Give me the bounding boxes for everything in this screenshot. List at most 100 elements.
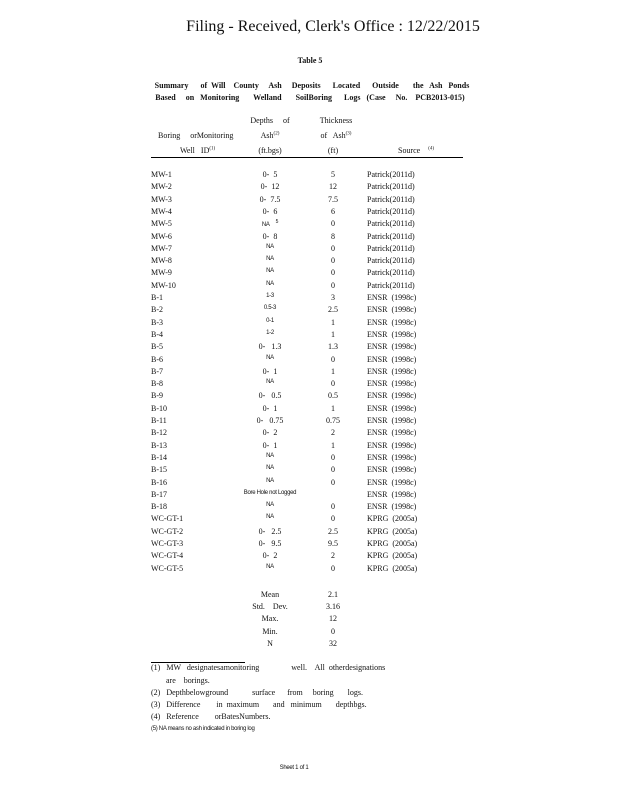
- ash-depth-value: NA: [266, 243, 274, 250]
- source: ENSR (1998c): [367, 317, 417, 327]
- boring-id: B-1: [151, 293, 163, 302]
- ash-depth: NA: [266, 478, 274, 484]
- footnote-3: (3) Difference in maximum and minimum de…: [151, 700, 367, 709]
- ash-thickness: 1.3: [328, 342, 338, 352]
- source: KPRG (2005a): [367, 563, 418, 573]
- source: Patrick(2011d): [367, 182, 415, 192]
- stat-row: N 32: [0, 639, 618, 651]
- stat-value: 2.1: [328, 590, 338, 599]
- ash-depth: 0- 9.5: [259, 539, 282, 548]
- ash-thickness: 2: [331, 428, 335, 438]
- table-row: B-15 NA 0 ENSR (1998c): [0, 465, 618, 477]
- source: KPRG (2005a): [367, 526, 418, 536]
- boring-id: B-2: [151, 305, 163, 315]
- ash-depth: 0- 2.5: [259, 527, 282, 536]
- ash-depth: 0- 8: [263, 232, 278, 241]
- boring-id: B-5: [151, 342, 163, 352]
- ash-depth-value: NA: [266, 256, 274, 263]
- ash-depth-value: 0- 2: [262, 428, 278, 438]
- ash-thickness: 5: [331, 170, 335, 179]
- ash-thickness: 0: [331, 280, 335, 290]
- ash-depth-value: NA: [266, 563, 274, 570]
- ash-thickness: 0: [331, 452, 335, 462]
- ash-depth: NA: [266, 379, 274, 385]
- ash-thickness: 0: [331, 465, 335, 475]
- filing-header: Filing - Received, Clerk's Office : 12/2…: [186, 18, 480, 35]
- table-row: B-8 NA 0 ENSR (1998c): [0, 379, 618, 391]
- boring-id: MW-6: [151, 231, 172, 241]
- table-row: B-18 NA 0 ENSR (1998c): [0, 502, 618, 514]
- source: KPRG (2005a): [367, 551, 418, 561]
- col-header-depth-text: Ash: [260, 131, 274, 140]
- table-caption-line-2: Based on Monitoring Welland SoilBoring L…: [155, 93, 465, 102]
- boring-id: MW-10: [151, 280, 176, 290]
- ash-thickness: 0: [331, 563, 335, 573]
- boring-id: B-3: [151, 317, 163, 327]
- ash-depth-value: NA: [266, 452, 274, 459]
- stat-row: Max. 12: [0, 614, 618, 626]
- table-row: B-13 0- 1 1 ENSR (1998c): [0, 441, 618, 453]
- source: Patrick(2011d): [367, 280, 415, 290]
- ash-thickness: 1: [331, 317, 335, 327]
- stat-value: 0: [331, 626, 335, 636]
- sheet-number: Sheet 1 of 1: [279, 765, 309, 771]
- ash-depth: NA: [266, 281, 274, 287]
- ash-depth: 0- 1: [263, 441, 278, 450]
- table-row: B-3 0-1 1 ENSR (1998c): [0, 318, 618, 330]
- source: ENSR (1998c): [367, 293, 417, 302]
- ash-depth-value: 0- 8: [262, 231, 278, 241]
- source: KPRG (2005a): [367, 514, 418, 524]
- ash-thickness: 0.5: [328, 391, 338, 401]
- ash-thickness: 8: [331, 231, 335, 241]
- ash-depth-value: Bore Hole not Logged: [243, 489, 297, 496]
- boring-id: B-17: [151, 489, 167, 499]
- boring-id: MW-2: [151, 182, 172, 192]
- ash-depth: 0- 1: [263, 404, 278, 413]
- col-header-depth-line1: Depths of: [250, 116, 290, 125]
- ash-thickness: 1: [331, 366, 335, 376]
- ash-depth-value: 0- 2.5: [258, 526, 282, 536]
- ash-depth-value: NA: [266, 514, 274, 521]
- stat-label: N: [267, 638, 273, 648]
- source: ENSR (1998c): [367, 403, 417, 413]
- boring-id: B-13: [151, 440, 167, 450]
- table-row: WC-GT-2 0- 2.5 2.5 KPRG (2005a): [0, 527, 618, 539]
- ash-depth-value: 0- 1: [262, 366, 278, 376]
- table-row: MW-7 NA 0 Patrick(2011d): [0, 244, 618, 256]
- ash-depth: 0- 1.3: [259, 342, 282, 351]
- ash-depth-value: 0- 1: [262, 403, 278, 413]
- ash-thickness: 0: [331, 256, 335, 266]
- source: Patrick(2011d): [367, 268, 415, 278]
- ash-thickness: 0: [331, 219, 335, 229]
- stat-label: Min.: [262, 626, 278, 636]
- boring-id: B-9: [151, 391, 163, 401]
- stat-value: 32: [329, 638, 337, 648]
- table-row: MW-10 NA 0 Patrick(2011d): [0, 281, 618, 293]
- table-row: MW-2 0- 12 12 Patrick(2011d): [0, 182, 618, 194]
- source: ENSR (1998c): [367, 452, 417, 462]
- ash-depth-value: 0- 2: [262, 551, 278, 561]
- source: ENSR (1998c): [367, 502, 417, 512]
- table-row: MW-5 NA 5 0 Patrick(2011d): [0, 219, 618, 231]
- ash-thickness: 0: [331, 514, 335, 524]
- ash-depth: NA: [266, 453, 274, 459]
- ash-thickness: 0.75: [326, 416, 340, 425]
- ash-depth: 0- 5: [263, 170, 278, 179]
- footnote-5: (5) NA means no ash indicated in boring …: [151, 726, 255, 732]
- ash-thickness: 0: [331, 268, 335, 278]
- boring-id: WC-GT-3: [151, 539, 184, 548]
- table-row: MW-1 0- 5 5 Patrick(2011d): [0, 170, 618, 182]
- ash-depth-value: 0- 1: [262, 440, 278, 450]
- footnote-ref: (4): [428, 146, 435, 152]
- ash-depth-value: 0- 6: [262, 206, 278, 216]
- col-header-id-line2: Well ID(1): [180, 146, 215, 155]
- boring-id: B-7: [151, 366, 163, 376]
- ash-depth-value: 0.5-3: [263, 305, 277, 312]
- table-row: WC-GT-5 NA 0 KPRG (2005a): [0, 564, 618, 576]
- ash-depth: 0- 0.5: [259, 391, 282, 400]
- ash-depth-value: 1-2: [266, 329, 274, 336]
- stat-value: 12: [329, 614, 337, 624]
- source: Patrick(2011d): [367, 194, 415, 204]
- col-header-id-text: Well ID: [180, 146, 210, 155]
- footnote-ref: (2): [273, 131, 280, 137]
